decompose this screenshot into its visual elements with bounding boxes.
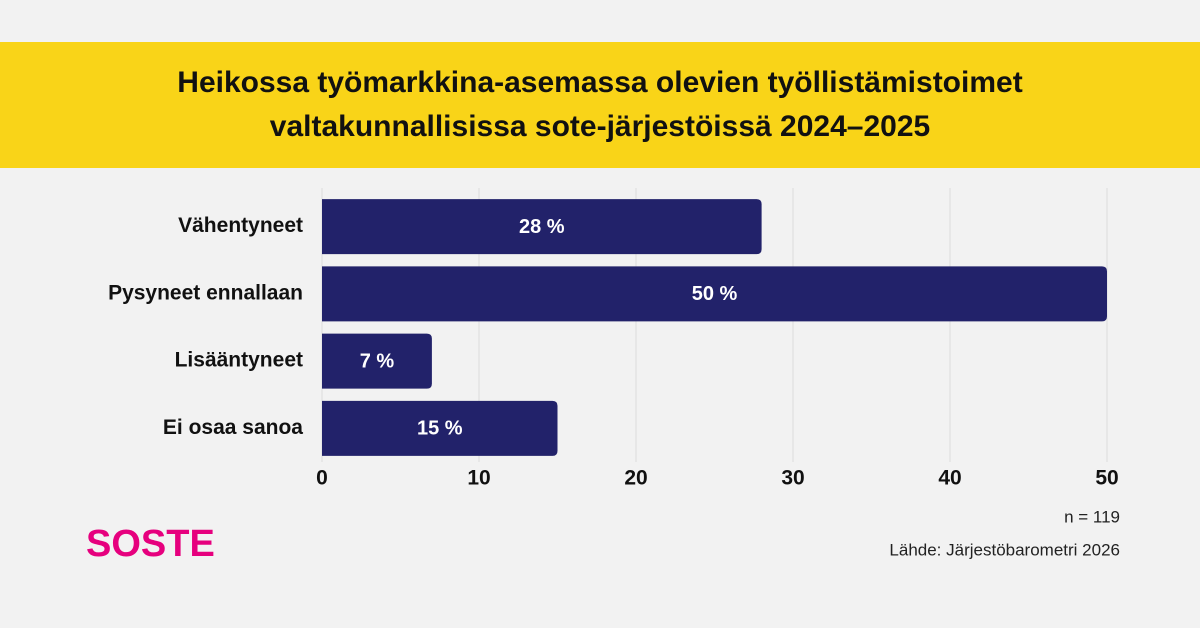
x-tick-label: 50 — [1095, 467, 1118, 490]
bar — [322, 400, 558, 456]
bar — [322, 266, 1107, 322]
x-tick-label: 0 — [316, 467, 328, 490]
source: Lähde: Järjestöbarometri 2026 — [889, 540, 1120, 559]
title-band — [0, 42, 1200, 168]
x-tick-label: 30 — [781, 467, 804, 490]
sample-note: n = 119 — [1064, 507, 1120, 526]
y-tick-label: Ei osaa sanoa — [163, 416, 303, 439]
y-tick-label: Pysyneet ennallaan — [108, 281, 303, 304]
bar — [322, 199, 762, 255]
value-label: 28 % — [519, 216, 565, 238]
y-tick-label: Vähentyneet — [178, 214, 303, 237]
value-label: 15 % — [417, 418, 463, 440]
y-tick-label: Lisääntyneet — [175, 349, 303, 372]
x-tick-label: 40 — [938, 467, 961, 490]
logo: SOSTE — [86, 523, 215, 565]
chart-title: Heikossa työmarkkina-asemassa olevien ty… — [177, 66, 1022, 99]
chart-subtitle: valtakunnallisissa sote-järjestöissä 202… — [270, 110, 930, 143]
value-label: 50 % — [692, 283, 738, 305]
bar — [322, 333, 432, 389]
x-tick-label: 20 — [624, 467, 647, 490]
value-label: 7 % — [360, 350, 395, 372]
x-tick-label: 10 — [467, 467, 490, 490]
